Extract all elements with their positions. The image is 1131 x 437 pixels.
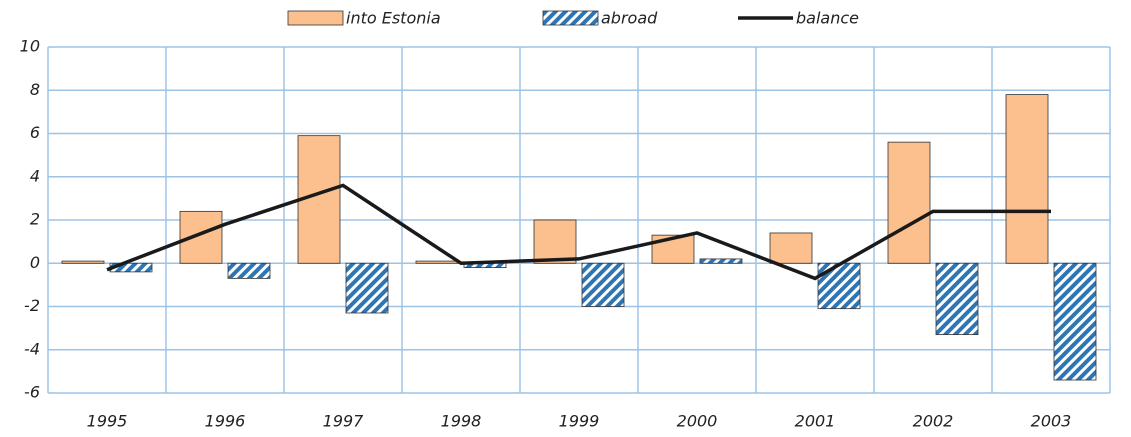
x-tick-label: 2003 <box>1031 412 1072 431</box>
y-tick-label: 0 <box>30 253 40 272</box>
x-tick-label: 1999 <box>559 412 600 431</box>
line <box>106 183 1051 281</box>
y-tick-label: -4 <box>24 339 40 358</box>
bar <box>1053 262 1097 381</box>
bar <box>1005 94 1049 264</box>
x-tick-label: 2000 <box>677 412 718 431</box>
y-tick-label: -6 <box>24 383 40 402</box>
y-tick-label: 10 <box>20 37 40 56</box>
legend-swatch <box>542 10 599 26</box>
bar <box>227 262 271 279</box>
y-tick-label: 4 <box>30 166 40 185</box>
legend-label: abroad <box>601 9 658 28</box>
bar <box>935 262 979 336</box>
y-tick-label: 2 <box>30 210 40 229</box>
x-tick-label: 1997 <box>323 412 365 431</box>
bar <box>179 210 223 264</box>
bar <box>887 141 931 264</box>
bar <box>533 219 577 264</box>
y-tick-label: -2 <box>24 296 40 315</box>
x-tick-label: 1998 <box>441 412 482 431</box>
x-tick-label: 2002 <box>913 412 954 431</box>
x-tick-label: 1996 <box>205 412 246 431</box>
legend-swatch <box>287 10 344 26</box>
bar <box>769 232 813 264</box>
bar <box>817 262 861 310</box>
x-tick-label: 1995 <box>87 412 128 431</box>
legend-label: into Estonia <box>346 9 441 28</box>
bar <box>581 262 625 307</box>
y-tick-label: 8 <box>30 80 40 99</box>
bar <box>415 260 459 264</box>
legend-label: balance <box>796 9 859 28</box>
y-tick-label: 6 <box>30 123 40 142</box>
bar <box>345 262 389 314</box>
bar <box>699 258 743 264</box>
x-tick-label: 2001 <box>795 412 836 431</box>
bar <box>61 260 105 264</box>
